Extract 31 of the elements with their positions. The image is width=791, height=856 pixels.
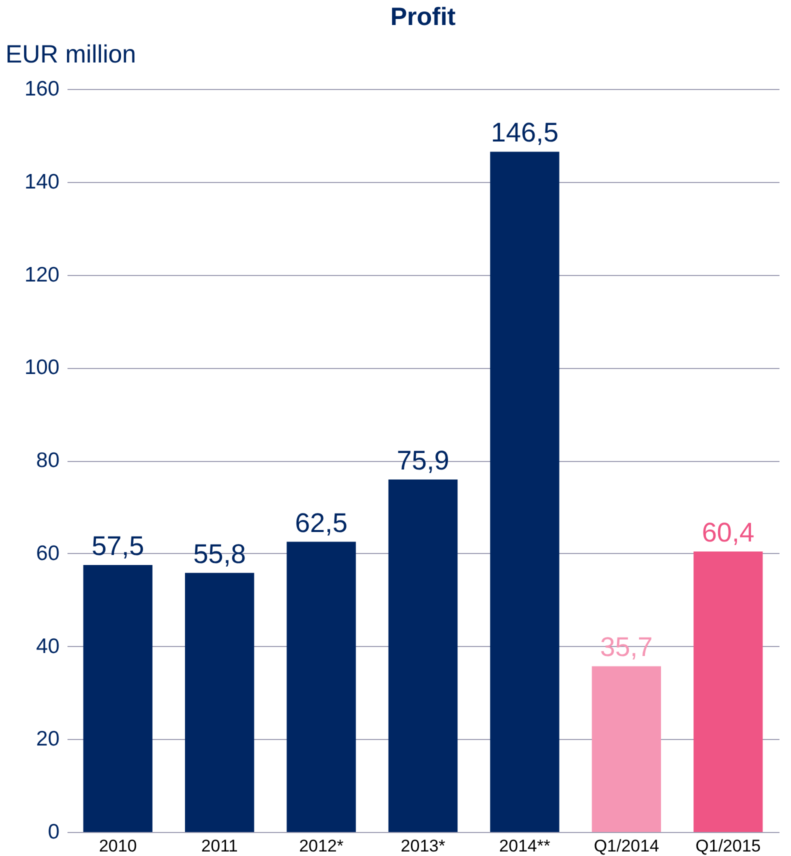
y-tick-label: 20 bbox=[36, 728, 60, 751]
x-tick-label: 2014** bbox=[499, 836, 551, 856]
y-tick-label: 40 bbox=[36, 634, 60, 658]
y-tick-label: 160 bbox=[24, 78, 60, 100]
bar bbox=[388, 480, 458, 832]
bar bbox=[490, 152, 560, 832]
y-tick-label: 60 bbox=[36, 542, 60, 565]
y-tick-label: 100 bbox=[24, 356, 60, 380]
x-tick-label: Q1/2015 bbox=[696, 836, 761, 856]
data-label: 146,5 bbox=[490, 118, 559, 148]
y-tick-label: 120 bbox=[24, 263, 60, 286]
x-tick-label: 2013* bbox=[400, 836, 446, 856]
bar bbox=[184, 572, 254, 832]
y-tick-label: 0 bbox=[48, 820, 60, 844]
y-tick-label: 80 bbox=[36, 449, 60, 472]
x-tick-label: 2011 bbox=[201, 836, 238, 856]
data-label: 55,8 bbox=[193, 538, 246, 569]
bar bbox=[592, 666, 662, 832]
data-label: 75,9 bbox=[396, 446, 450, 476]
chart-title: Profit bbox=[390, 3, 456, 31]
x-tick-label: Q1/2014 bbox=[594, 836, 660, 856]
bar bbox=[83, 564, 152, 832]
y-tick-label: 140 bbox=[24, 170, 60, 194]
bar bbox=[694, 552, 763, 832]
bar bbox=[286, 542, 356, 832]
y-axis-title: EUR million bbox=[6, 40, 136, 68]
data-label: 62,5 bbox=[295, 508, 348, 538]
x-tick-label: 2012* bbox=[299, 836, 344, 856]
x-tick-label: 2010 bbox=[98, 836, 137, 856]
data-label: 57,5 bbox=[92, 530, 144, 561]
data-label: 60,4 bbox=[702, 518, 754, 548]
